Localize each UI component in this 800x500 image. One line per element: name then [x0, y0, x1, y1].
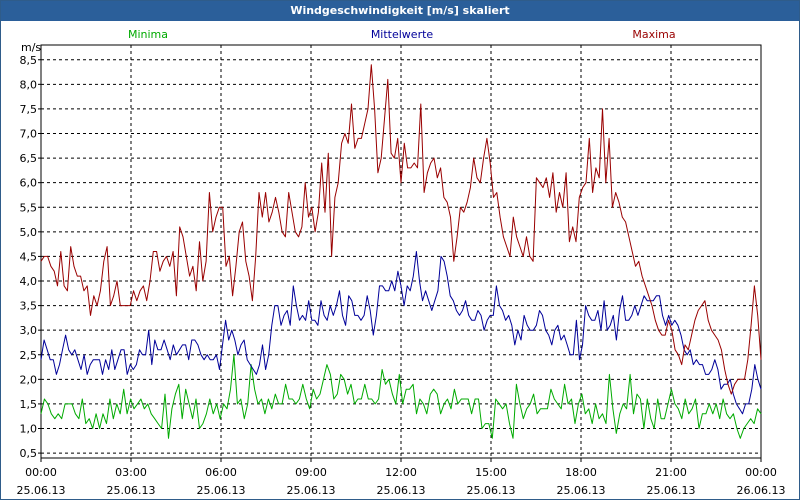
x-tick-date: 25.06.13 — [197, 484, 246, 497]
x-tick-date: 25.06.13 — [557, 484, 606, 497]
y-tick-label: 1,5 — [20, 398, 38, 411]
y-tick-label: 8,0 — [20, 78, 38, 91]
window-title: Windgeschwindigkeit [m/s] skaliert — [1, 1, 799, 21]
y-tick-label: 0,5 — [20, 447, 38, 460]
legend-mittelwerte: Mittelwerte — [371, 28, 434, 41]
x-tick-date: 26.06.13 — [737, 484, 786, 497]
y-tick-label: 7,0 — [20, 128, 38, 141]
y-tick-label: 5,0 — [20, 226, 38, 239]
x-tick-time: 12:00 — [385, 466, 417, 479]
x-tick-time: 00:00 — [745, 466, 777, 479]
series-layer — [40, 64, 762, 439]
x-tick-time: 03:00 — [115, 466, 147, 479]
y-tick-label: 6,5 — [20, 152, 38, 165]
wind-speed-chart: Minima Mittelwerte Maxima m/s 0,5 1,0 1,5 2… — [17, 28, 786, 497]
y-tick-label: 1,0 — [20, 423, 38, 436]
x-tick-date: 25.06.13 — [107, 484, 156, 497]
y-tick-label: 3,5 — [20, 300, 38, 313]
y-tick-label: 5,5 — [20, 201, 38, 214]
x-tick-time: 09:00 — [295, 466, 327, 479]
y-tick-label: 4,5 — [20, 250, 38, 263]
y-tick-label: 4,0 — [20, 275, 38, 288]
x-tick-time: 06:00 — [205, 466, 237, 479]
x-tick-date: 25.06.13 — [287, 484, 336, 497]
y-tick-label: 3,0 — [20, 324, 38, 337]
x-tick-time: 21:00 — [655, 466, 687, 479]
x-tick-date: 25.06.13 — [17, 484, 66, 497]
series-line-minima — [40, 354, 762, 439]
series-line-maxima — [40, 64, 762, 395]
y-axis-unit: m/s — [21, 41, 41, 54]
legend-maxima: Maxima — [632, 28, 675, 41]
legend: Minima Mittelwerte Maxima — [128, 28, 676, 41]
y-tick-label: 6,0 — [20, 177, 38, 190]
x-tick-time: 15:00 — [475, 466, 507, 479]
y-tick-label: 2,5 — [20, 349, 38, 362]
y-tick-label: 7,5 — [20, 103, 38, 116]
x-tick-date: 25.06.13 — [647, 484, 696, 497]
legend-minima: Minima — [128, 28, 168, 41]
series-line-mittelwerte — [40, 251, 762, 415]
x-tick-date: 25.06.13 — [467, 484, 516, 497]
axis-ticks: 0,5 1,0 1,5 2,0 2,5 3,0 3,5 4,0 4,5 5,0 5,5 6,0 6,5 7… — [17, 54, 786, 497]
x-tick-date: 25.06.13 — [377, 484, 426, 497]
y-tick-label: 2,0 — [20, 373, 38, 386]
x-tick-time: 00:00 — [25, 466, 57, 479]
grid — [40, 44, 762, 459]
x-tick-time: 18:00 — [565, 466, 597, 479]
y-tick-label: 8,5 — [20, 54, 38, 67]
